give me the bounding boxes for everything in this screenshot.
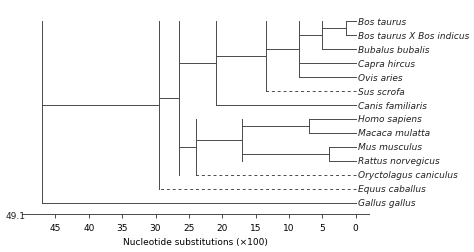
Text: 49.1: 49.1: [5, 211, 26, 220]
Text: Capra hircus: Capra hircus: [358, 59, 415, 68]
Text: Bos taurus: Bos taurus: [358, 18, 406, 27]
Text: Equus caballus: Equus caballus: [358, 184, 426, 194]
Text: Mus musculus: Mus musculus: [358, 143, 422, 152]
X-axis label: Nucleotide substitutions (×100): Nucleotide substitutions (×100): [123, 237, 268, 246]
Text: Bos taurus X Bos indicus: Bos taurus X Bos indicus: [358, 32, 469, 41]
Text: Gallus gallus: Gallus gallus: [358, 198, 415, 207]
Text: Ovis aries: Ovis aries: [358, 73, 402, 82]
Text: Macaca mulatta: Macaca mulatta: [358, 129, 430, 138]
Text: Oryctolagus caniculus: Oryctolagus caniculus: [358, 171, 457, 180]
Text: Rattus norvegicus: Rattus norvegicus: [358, 157, 439, 166]
Text: Bubalus bubalis: Bubalus bubalis: [358, 46, 429, 54]
Text: Homo sapiens: Homo sapiens: [358, 115, 421, 124]
Text: Sus scrofa: Sus scrofa: [358, 87, 404, 96]
Text: Canis familiaris: Canis familiaris: [358, 101, 427, 110]
